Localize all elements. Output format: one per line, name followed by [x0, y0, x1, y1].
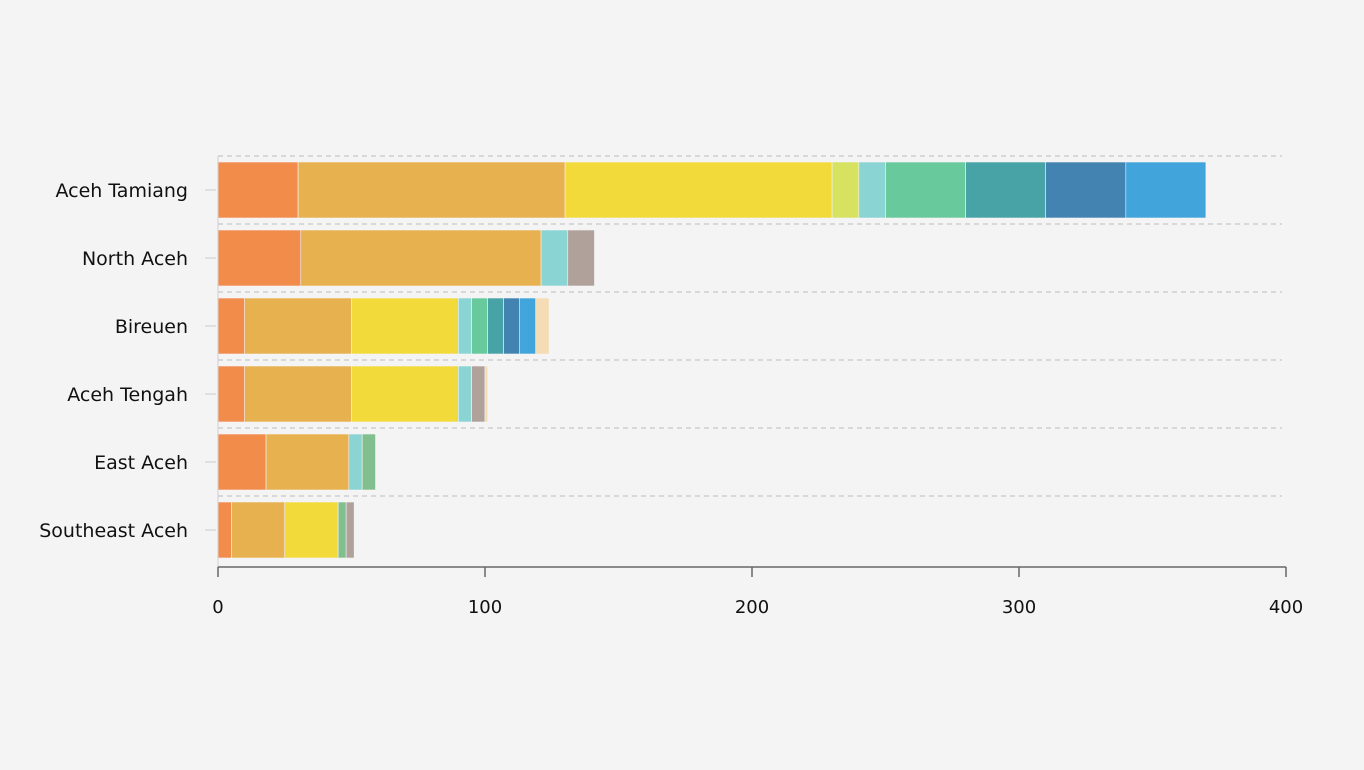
bar-segment[interactable]: [351, 365, 459, 423]
bar-segment[interactable]: [519, 297, 537, 355]
bar-segment[interactable]: [265, 433, 350, 491]
category-label: Aceh Tamiang: [55, 180, 188, 202]
bar-segment[interactable]: [503, 297, 521, 355]
bar-segment[interactable]: [217, 501, 232, 559]
bar-segment[interactable]: [471, 365, 486, 423]
x-tick-label: 100: [468, 597, 502, 618]
grid-lines: [218, 155, 1282, 497]
bar-segment[interactable]: [484, 365, 488, 423]
x-axis: 0 100 200 300 400: [212, 156, 1303, 618]
bar-segment[interactable]: [831, 161, 860, 219]
bar-segment[interactable]: [231, 501, 286, 559]
bar-segment[interactable]: [351, 297, 459, 355]
x-tick-label: 300: [1002, 597, 1036, 618]
bar-segment[interactable]: [885, 161, 966, 219]
bar-segment[interactable]: [217, 229, 302, 287]
bar-segment[interactable]: [1125, 161, 1207, 219]
bar-segment[interactable]: [457, 365, 472, 423]
bar-segment[interactable]: [348, 433, 363, 491]
bar-segment[interactable]: [217, 297, 246, 355]
category-label: Bireuen: [115, 316, 188, 338]
category-label: Aceh Tengah: [67, 384, 188, 406]
category-label: Southeast Aceh: [39, 520, 188, 542]
bar-segment[interactable]: [965, 161, 1046, 219]
bar-segment[interactable]: [300, 229, 542, 287]
bar-segment[interactable]: [217, 365, 246, 423]
x-tick-label: 0: [212, 597, 223, 618]
bar-segment[interactable]: [1045, 161, 1127, 219]
bar-segment[interactable]: [297, 161, 566, 219]
bar-segment[interactable]: [564, 161, 833, 219]
bar-segment[interactable]: [284, 501, 339, 559]
bar-segment[interactable]: [535, 297, 550, 355]
bar-segment[interactable]: [540, 229, 569, 287]
bar-segment[interactable]: [244, 297, 352, 355]
bar-segment[interactable]: [244, 365, 352, 423]
x-tick-label: 200: [735, 597, 769, 618]
bar-segment[interactable]: [337, 501, 347, 559]
bar-segment[interactable]: [345, 501, 355, 559]
bars: [217, 161, 1207, 559]
category-labels: Aceh Tamiang North Aceh Bireuen Aceh Tengah…: [39, 180, 216, 542]
bar-segment[interactable]: [471, 297, 488, 355]
bar-segment[interactable]: [217, 433, 267, 491]
x-tick-label: 400: [1269, 597, 1303, 618]
bar-segment[interactable]: [361, 433, 376, 491]
bar-segment[interactable]: [457, 297, 472, 355]
bar-segment[interactable]: [567, 229, 595, 287]
category-label: East Aceh: [94, 452, 188, 474]
bar-segment[interactable]: [217, 161, 299, 219]
category-label: North Aceh: [82, 248, 188, 270]
bar-segment[interactable]: [487, 297, 504, 355]
bar-segment[interactable]: [858, 161, 886, 219]
